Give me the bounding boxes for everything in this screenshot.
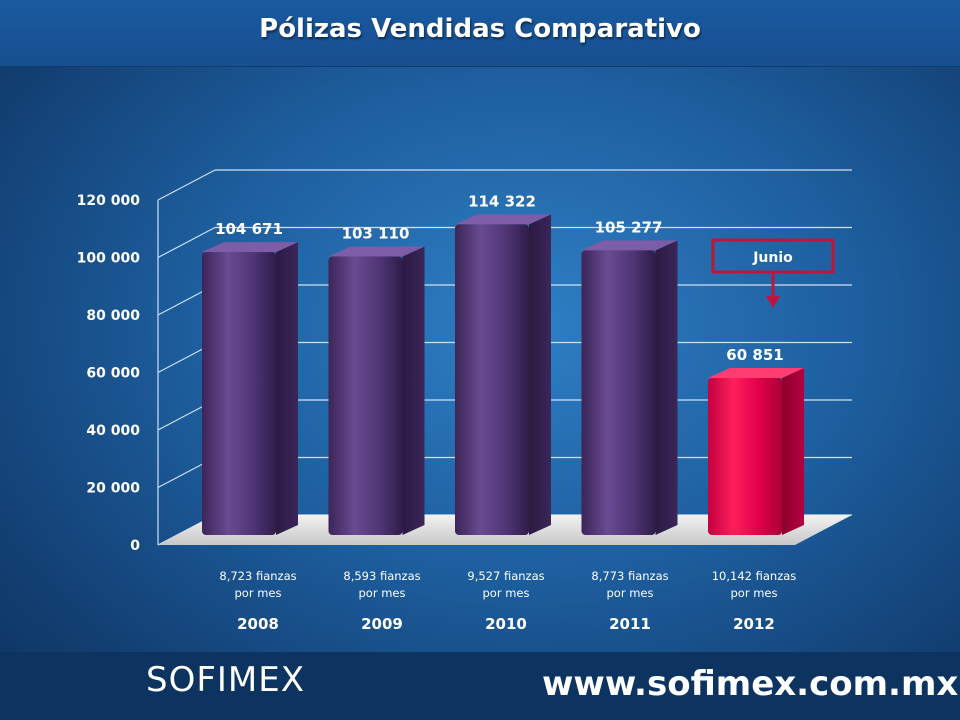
- bar-top: [708, 368, 804, 379]
- header-bar: [0, 0, 960, 67]
- y-tick-label: 80 000: [86, 308, 140, 324]
- value-label: 105 277: [595, 218, 663, 236]
- bar-side: [655, 240, 678, 536]
- sublabel: 8,593 fianzas: [343, 569, 420, 583]
- bar-front: [581, 250, 656, 536]
- x-tick-label: 2012: [733, 615, 775, 633]
- annotation-label: Junio: [752, 250, 793, 266]
- labels: 104 671 8,723 fianzas por mes 2008 103 110 8,…: [215, 192, 796, 633]
- y-tick-label: 40 000: [86, 423, 140, 439]
- annotation: Junio: [711, 238, 835, 308]
- gridline-side: [157, 169, 216, 201]
- bar-top: [581, 240, 678, 251]
- value-label: 114 322: [468, 192, 536, 210]
- chart-title: Pólizas Vendidas Comparativo: [259, 14, 701, 44]
- y-tick-label: 60 000: [86, 366, 140, 382]
- bar-2009: [328, 246, 425, 535]
- sublabel: 8,723 fianzas: [219, 569, 296, 583]
- annotation-arrow-head: [766, 296, 780, 308]
- sublabel: por mes: [607, 586, 654, 600]
- bar-side: [402, 246, 425, 535]
- x-tick-label: 2011: [609, 615, 651, 633]
- value-label: 60 851: [726, 346, 783, 364]
- sublabel: 8,773 fianzas: [591, 569, 668, 583]
- sublabel: 10,142 fianzas: [712, 569, 797, 583]
- bar-top: [455, 214, 551, 225]
- website-url[interactable]: www.sofimex.com.mx: [542, 664, 959, 704]
- value-label: 103 110: [342, 225, 410, 243]
- y-tick-label: 100 000: [77, 251, 141, 267]
- bar-side: [529, 214, 551, 535]
- gridline-side: [157, 226, 216, 259]
- bar-front: [455, 224, 529, 535]
- value-label: 104 671: [215, 220, 283, 238]
- sublabel: por mes: [235, 586, 282, 600]
- bar-2011: [581, 240, 678, 536]
- y-tick-label: 20 000: [86, 481, 140, 497]
- bar-2008: [202, 242, 298, 536]
- bar-2010: [455, 214, 551, 535]
- y-tick-label: 0: [130, 538, 140, 554]
- bar-front: [708, 378, 782, 535]
- bar-top: [202, 242, 298, 253]
- bar-front: [202, 252, 276, 536]
- sublabel: por mes: [483, 586, 530, 600]
- x-tick-label: 2010: [485, 615, 527, 633]
- brand-name: SOFIMEX: [146, 660, 306, 700]
- x-tick-label: 2009: [361, 615, 403, 633]
- sublabel: por mes: [359, 586, 406, 600]
- bars: [202, 214, 804, 536]
- bar-front: [328, 256, 403, 535]
- y-tick-label: 120 000: [77, 193, 141, 209]
- x-tick-label: 2008: [237, 615, 279, 633]
- bar-side: [276, 242, 298, 536]
- sublabel: 9,527 fianzas: [467, 569, 544, 583]
- bar-2012: [708, 368, 804, 535]
- bar-side: [782, 368, 804, 535]
- sublabel: por mes: [731, 586, 778, 600]
- bar-top: [328, 246, 425, 257]
- footer-bar: [0, 652, 960, 720]
